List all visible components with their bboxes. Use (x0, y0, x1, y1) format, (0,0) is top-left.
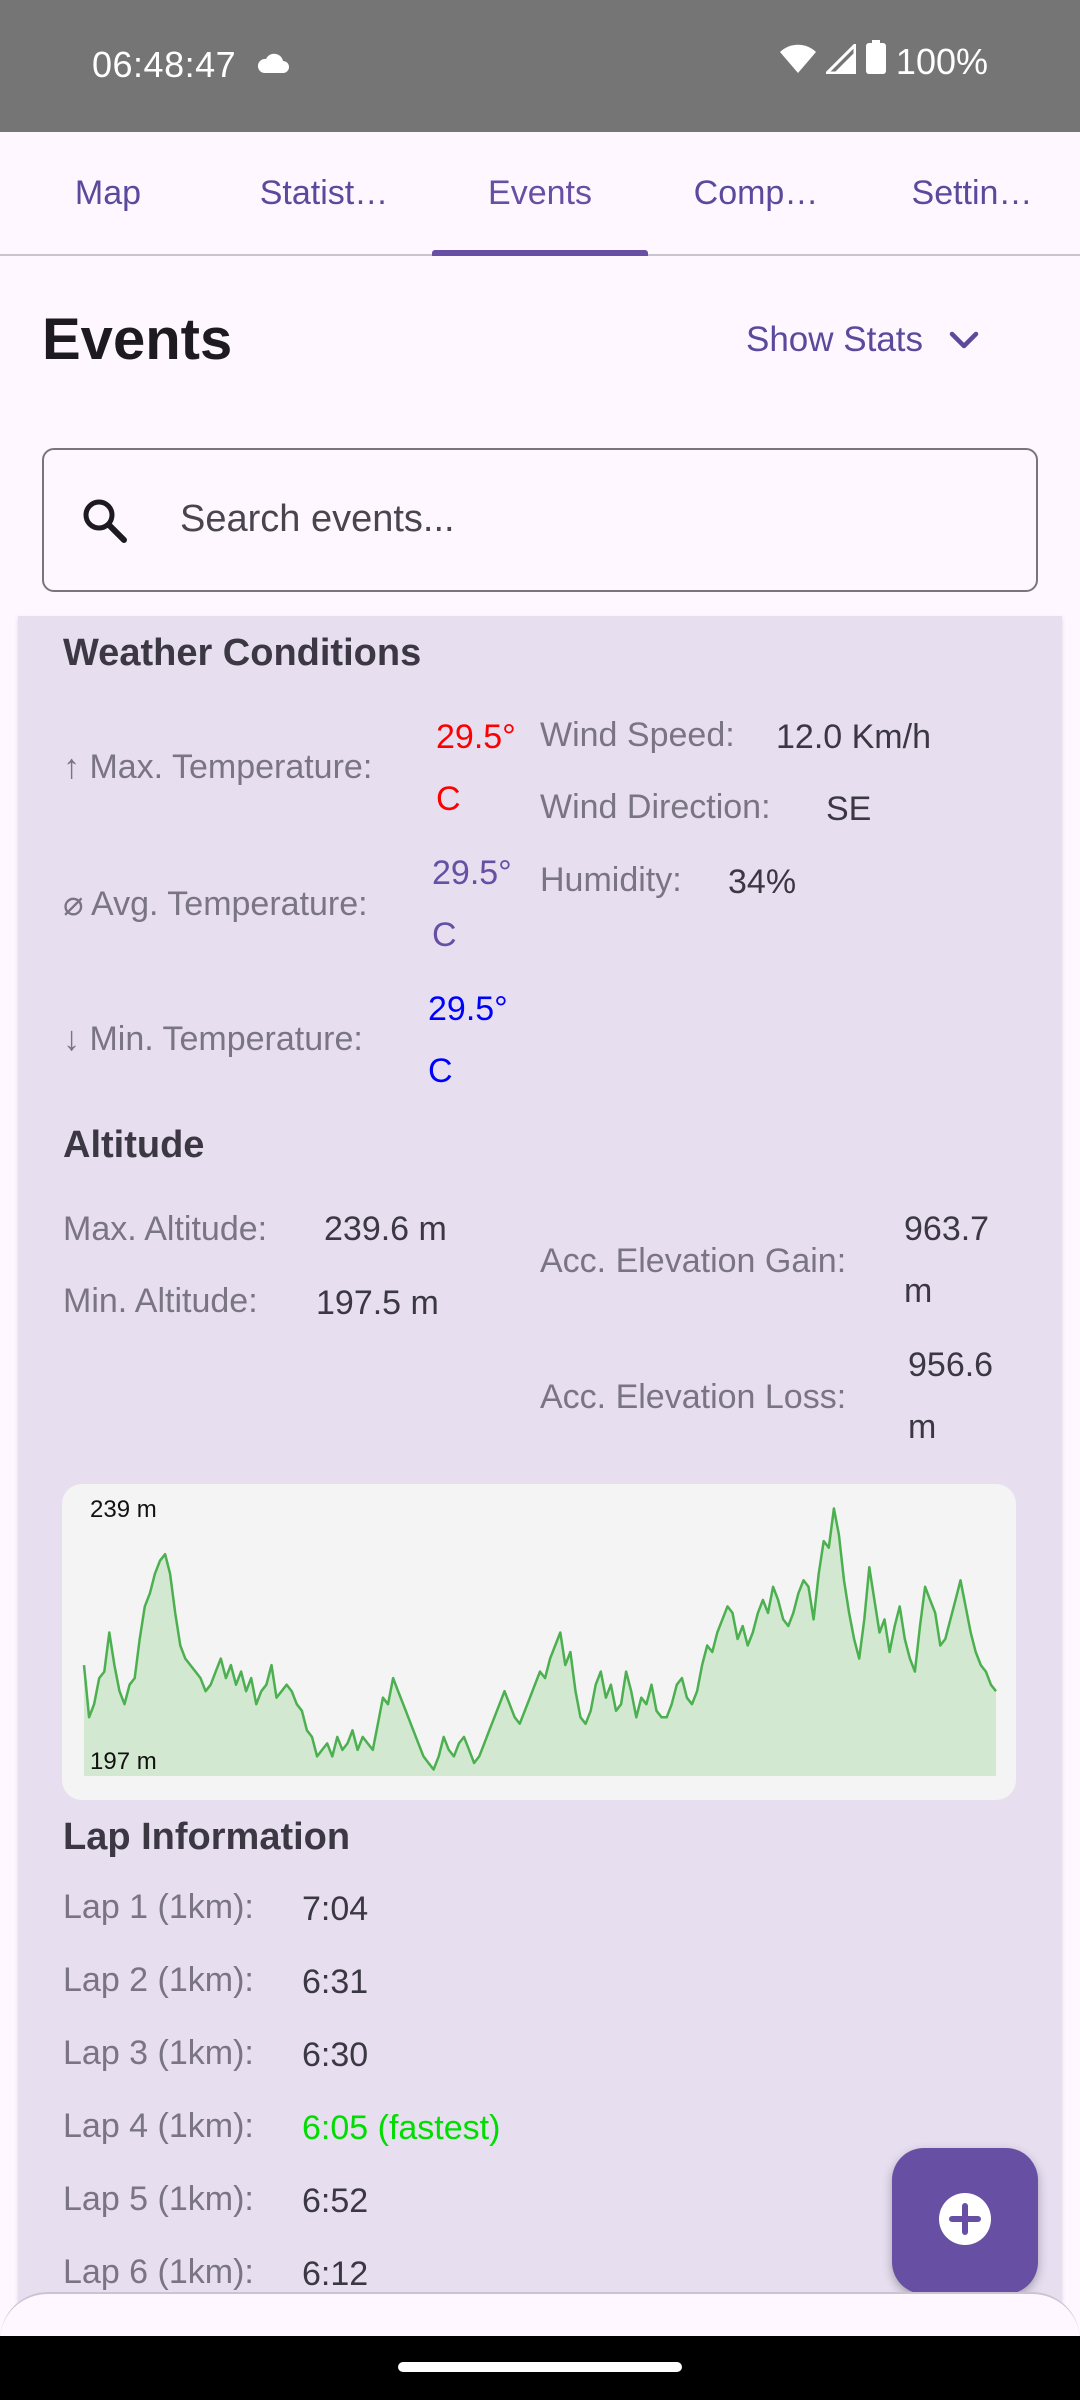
lap-value: 6:30 (302, 2036, 369, 2074)
min-altitude-label: Min. Altitude: (63, 1282, 258, 1320)
elevation-gain-value: 963.7 (904, 1210, 990, 1248)
lap-value: 6:31 (302, 1963, 369, 2001)
tab-events[interactable]: Events (432, 132, 648, 256)
lap-value: 7:04 (302, 1890, 369, 1928)
battery-icon (865, 40, 886, 83)
chart-min-tick-label: 197 m (90, 1748, 157, 1775)
wind-speed-value: 12.0 Km/h (776, 718, 931, 756)
lap-value: 6:52 (302, 2182, 369, 2220)
lap-label: Lap 2 (1km): (63, 1961, 254, 1999)
lap-label: Lap 6 (1km): (63, 2253, 254, 2291)
chart-max-tick-label: 239 m (90, 1496, 157, 1523)
max-temp-value: 29.5° (436, 718, 516, 756)
avg-temp-value: 29.5° (432, 854, 512, 892)
altitude-chart-svg (82, 1507, 997, 1776)
weather-section-title: Weather Conditions (63, 632, 422, 674)
altitude-section-title: Altitude (63, 1124, 205, 1166)
lap-label: Lap 4 (1km): (63, 2107, 254, 2145)
wifi-icon (779, 41, 816, 83)
show-stats-button[interactable]: Show Stats (746, 320, 979, 360)
show-stats-label: Show Stats (746, 320, 924, 359)
avg-temp-unit: C (432, 916, 457, 954)
wind-direction-label: Wind Direction: (540, 788, 771, 826)
home-gesture-handle[interactable] (398, 2362, 682, 2372)
tab-statistics[interactable]: Statist… (259, 173, 389, 212)
elevation-loss-label: Acc. Elevation Loss: (540, 1378, 847, 1416)
status-icons: 100% (779, 40, 988, 83)
tab-settings[interactable]: Settin… (911, 173, 1033, 212)
bottom-sheet-edge (0, 2292, 1080, 2340)
status-bar: 06:48:47 100% (0, 0, 1080, 132)
elevation-gain-unit: m (904, 1272, 933, 1310)
tab-compare[interactable]: Comp… (693, 173, 819, 212)
signal-icon (823, 40, 857, 83)
humidity-value: 34% (728, 863, 797, 901)
add-event-button[interactable] (892, 2148, 1038, 2294)
max-temp-label: ↑ Max. Temperature: (63, 748, 373, 786)
page-title: Events (42, 307, 233, 372)
elevation-loss-unit: m (908, 1408, 937, 1446)
lap-section-title: Lap Information (63, 1816, 351, 1858)
elevation-loss-value: 956.6 (908, 1346, 994, 1384)
status-time: 06:48:47 (92, 44, 237, 85)
search-placeholder: Search events... (180, 498, 455, 540)
lap-label: Lap 3 (1km): (63, 2034, 254, 2072)
max-temp-unit: C (436, 780, 461, 818)
lap-value: 6:12 (302, 2255, 369, 2293)
lap-label: Lap 5 (1km): (63, 2180, 254, 2218)
min-temp-unit: C (428, 1052, 453, 1090)
system-nav-bar (0, 2336, 1080, 2400)
tab-map[interactable]: Map (74, 173, 142, 212)
min-altitude-value: 197.5 m (316, 1284, 439, 1322)
altitude-chart: 239 m 197 m (62, 1484, 1016, 1800)
battery-percent: 100% (895, 40, 988, 82)
event-details-card: Weather Conditions ↑ Max. Temperature: 2… (18, 616, 1062, 2400)
lap-label: Lap 1 (1km): (63, 1888, 254, 1926)
chevron-down-icon (949, 320, 979, 360)
max-altitude-label: Max. Altitude: (63, 1210, 268, 1248)
cloud-icon (256, 52, 290, 79)
max-altitude-value: 239.6 m (324, 1210, 447, 1248)
altitude-series-line (82, 1507, 997, 1771)
lap-value-fastest: 6:05 (fastest) (302, 2109, 501, 2147)
min-temp-label: ↓ Min. Temperature: (63, 1020, 363, 1058)
wind-speed-label: Wind Speed: (540, 716, 735, 754)
tab-bar: Map Statist… Events Comp… Settin… (0, 132, 1080, 256)
add-circle-icon (938, 2192, 992, 2251)
wind-direction-value: SE (826, 790, 872, 828)
search-input[interactable]: Search events... (42, 448, 1038, 592)
elevation-gain-label: Acc. Elevation Gain: (540, 1242, 847, 1280)
min-temp-value: 29.5° (428, 990, 508, 1028)
altitude-area-fill (84, 1508, 996, 1776)
humidity-label: Humidity: (540, 861, 682, 899)
avg-temp-label: ⌀ Avg. Temperature: (63, 885, 368, 923)
search-icon (80, 496, 128, 549)
